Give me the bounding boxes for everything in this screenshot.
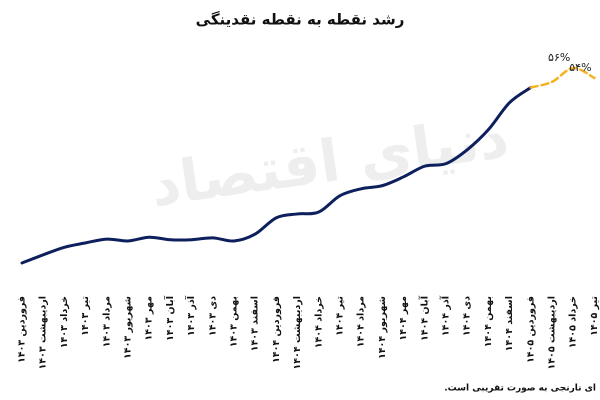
x-tick-label: آذر ۱۴۰۴ <box>439 295 452 336</box>
x-tick-label: خرداد ۱۴۰۵ <box>568 296 579 348</box>
x-tick-label: اردیبهشت ۱۴۰۴ <box>292 296 303 370</box>
x-tick-label: شهریور ۱۴۰۳ <box>123 296 134 359</box>
x-tick-label: فروردین ۱۴۰۳ <box>17 296 28 363</box>
x-tick-label: خرداد ۱۴۰۴ <box>313 296 324 348</box>
x-tick-label: آبان ۱۴۰۳ <box>163 295 176 341</box>
x-tick-label: بهمن ۱۴۰۴ <box>483 296 494 347</box>
data-label: ۵۴% <box>569 61 591 74</box>
x-tick-label: دی ۱۴۰۳ <box>207 296 218 336</box>
x-tick-label: اردیبهشت ۱۴۰۳ <box>38 296 49 370</box>
x-tick-label: مهر ۱۴۰۳ <box>144 296 155 341</box>
x-tick-label: دی ۱۴۰۴ <box>462 296 473 336</box>
x-tick-label: مهر ۱۴۰۴ <box>398 296 409 341</box>
line <box>529 66 596 89</box>
data-label: ۵۶% <box>548 51 570 64</box>
x-tick-label: تیر ۱۴۰۴ <box>335 296 346 336</box>
x-tick-label: تیر ۱۴۰۳ <box>80 296 91 336</box>
x-tick-label: بهمن ۱۴۰۳ <box>229 296 240 347</box>
x-tick-label: آذر ۱۴۰۳ <box>184 295 197 336</box>
x-tick-label: تیر ۱۴۰۵ <box>589 296 600 336</box>
x-tick-label: فروردین ۱۴۰۵ <box>525 296 536 363</box>
x-tick-label: مرداد ۱۴۰۳ <box>101 296 112 347</box>
x-tick-label: شهریور ۱۴۰۴ <box>377 296 388 359</box>
x-tick-label: مرداد ۱۴۰۴ <box>356 296 367 347</box>
footnote: ای نارنجی به صورت تقریبی است. <box>444 384 596 394</box>
x-tick-label: خرداد ۱۴۰۳ <box>59 296 70 348</box>
line <box>20 86 533 265</box>
x-tick-label: اسفند ۱۴۰۳ <box>250 296 261 351</box>
x-tick-label: اسفند ۱۴۰۴ <box>504 296 515 351</box>
x-tick-label: اردیبهشت ۱۴۰۵ <box>547 296 558 370</box>
chart-title: رشد نقطه به نقطه نقدینگی <box>196 11 405 29</box>
x-tick-label: فروردین ۱۴۰۴ <box>271 296 282 363</box>
x-tick-label: آبان ۱۴۰۴ <box>417 295 430 341</box>
